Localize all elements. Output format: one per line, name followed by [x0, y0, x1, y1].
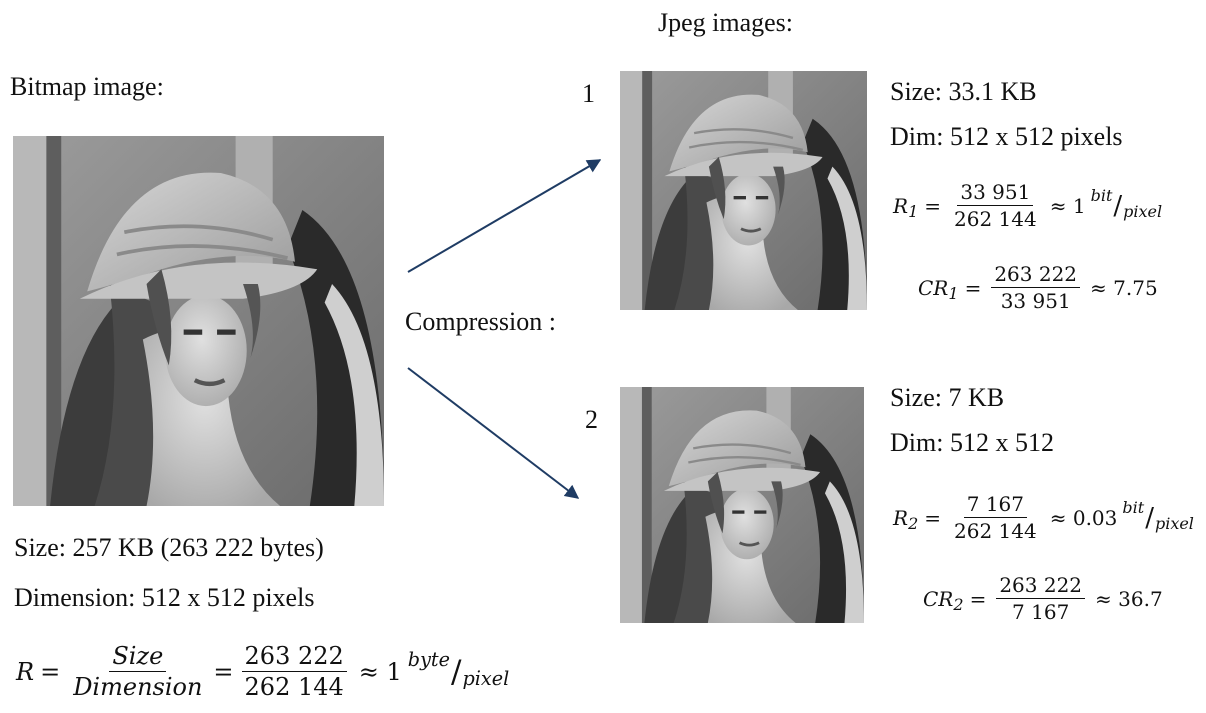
fraction-numerator: 7 167	[963, 492, 1027, 518]
jpeg-2-photo	[620, 387, 864, 623]
approx-value: ≈ 1	[1049, 193, 1086, 218]
jpeg-1-dim-text: Dim: 512 x 512 pixels	[890, 122, 1123, 151]
jpeg-heading: Jpeg images:	[658, 8, 794, 37]
approx-value: ≈ 0.03	[1049, 505, 1118, 530]
bytes-over-pixels-fraction: 263 222 262 144	[241, 642, 347, 701]
unit-denominator: pixel	[1123, 201, 1163, 221]
jpeg-1-ratio-formula: CR 1 = 263 222 33 951 ≈ 7.75	[918, 262, 1158, 313]
approx-value: ≈ 1	[358, 657, 402, 686]
fraction-denominator: Dimension	[73, 673, 203, 701]
jpeg-2-ratio-formula: CR 2 = 263 222 7 167 ≈ 36.7	[923, 573, 1163, 624]
fraction-denominator: 33 951	[1000, 289, 1071, 313]
unit-numerator: bit	[1122, 498, 1145, 518]
approx-value: ≈ 36.7	[1095, 586, 1163, 611]
unit-numerator: bit	[1090, 186, 1113, 206]
jpeg-1-photo	[620, 71, 867, 310]
rate-subscript: 2	[908, 513, 919, 533]
ratio-fraction: 263 222 33 951	[991, 262, 1081, 313]
bitmap-heading: Bitmap image:	[10, 72, 164, 101]
rate-fraction: 33 951 262 144	[951, 180, 1040, 231]
fraction-denominator: 262 144	[244, 673, 344, 701]
ratio-symbol: CR	[923, 586, 954, 611]
bitmap-rate-formula: R = Size Dimension = 263 222 262 144 ≈ 1…	[16, 642, 510, 701]
fraction-numerator: 33 951	[957, 180, 1034, 206]
arrow-to-jpeg-2	[407, 367, 580, 499]
ratio-subscript: 2	[953, 594, 964, 614]
fraction-numerator: 263 222	[241, 642, 347, 672]
fraction-numerator: 263 222	[996, 573, 1086, 599]
jpeg-1-index: 1	[582, 79, 595, 108]
fraction-denominator: 262 144	[954, 519, 1037, 543]
size-over-dimension-fraction: Size Dimension	[70, 642, 205, 701]
jpeg-2-index: 2	[585, 405, 598, 434]
fraction-numerator: Size	[109, 642, 167, 672]
fraction-denominator: 262 144	[954, 207, 1037, 231]
rate-symbol: R	[893, 505, 909, 530]
ratio-symbol: CR	[918, 275, 949, 300]
bitmap-photo	[13, 136, 384, 506]
ratio-subscript: 1	[948, 283, 959, 303]
bitmap-dimension-text: Dimension: 512 x 512 pixels	[14, 583, 315, 612]
unit-numerator: byte	[407, 648, 450, 672]
unit-denominator: pixel	[1154, 513, 1194, 533]
rate-symbol: R	[16, 657, 35, 686]
bitmap-size-text: Size: 257 KB (263 222 bytes)	[14, 533, 324, 562]
ratio-fraction: 263 222 7 167	[996, 573, 1086, 624]
unit-denominator: pixel	[462, 666, 510, 690]
fraction-denominator: 7 167	[1012, 600, 1070, 624]
compression-label: Compression :	[405, 307, 556, 336]
jpeg-1-size-text: Size: 33.1 KB	[890, 77, 1037, 106]
arrow-to-jpeg-1	[407, 159, 602, 273]
rate-symbol: R	[893, 193, 909, 218]
jpeg-2-dim-text: Dim: 512 x 512	[890, 428, 1054, 457]
rate-fraction: 7 167 262 144	[951, 492, 1040, 543]
fraction-numerator: 263 222	[991, 262, 1081, 288]
rate-subscript: 1	[908, 201, 919, 221]
approx-value: ≈ 7.75	[1090, 275, 1158, 300]
jpeg-2-size-text: Size: 7 KB	[890, 383, 1005, 412]
compression-arrows	[407, 159, 602, 499]
